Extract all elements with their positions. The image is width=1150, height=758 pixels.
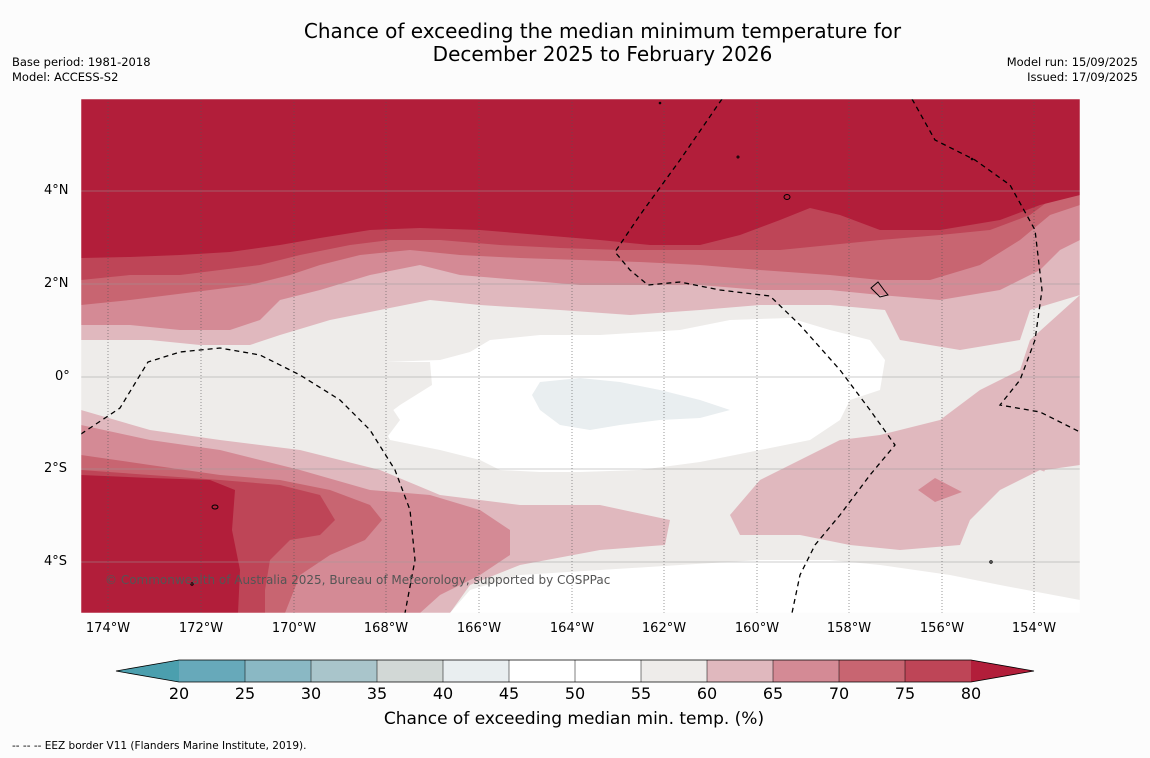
colorbar-65-70	[773, 660, 839, 682]
colorbar-tick-50: 50	[564, 684, 586, 703]
probability-field	[81, 99, 1080, 613]
lon-label-170w: 170°W	[271, 621, 317, 636]
lon-label-160w: 160°W	[734, 621, 780, 636]
lat-label-2s: 2°S	[44, 461, 68, 476]
colorbar-tick-55: 55	[630, 684, 652, 703]
colorbar-label: Chance of exceeding median min. temp. (%…	[383, 709, 765, 729]
lon-label-168w: 168°W	[363, 621, 409, 636]
field-west-55-60	[150, 383, 170, 390]
colorbar-20-25	[179, 660, 245, 682]
colorbar-tick-45: 45	[498, 684, 520, 703]
lon-label-172w: 172°W	[178, 621, 224, 636]
title-line-2: December 2025 to February 2026	[432, 42, 773, 66]
colorbar-low-arrow	[116, 660, 179, 682]
colorbar-tick-30: 30	[300, 684, 322, 703]
colorbar-tick-65: 65	[762, 684, 784, 703]
colorbar-35-40	[377, 660, 443, 682]
colorbar-60-65	[707, 660, 773, 682]
field-east-55-60-patch	[1030, 465, 1080, 613]
eez-legend-note: -- -- -- EEZ border V11 (Flanders Marine…	[12, 740, 307, 752]
colorbar-tick-25: 25	[234, 684, 256, 703]
field-west-55-60-interior	[210, 370, 400, 440]
colorbar	[115, 659, 1035, 683]
title-line-1: Chance of exceeding the median minimum t…	[303, 19, 902, 43]
colorbar-25-30	[245, 660, 311, 682]
field-north-80	[81, 99, 1080, 258]
field-east-60-65	[730, 295, 1080, 550]
colorbar-tick-35: 35	[366, 684, 388, 703]
lon-label-166w: 166°W	[456, 621, 502, 636]
lat-label-2n: 2°N	[44, 276, 69, 291]
colorbar-75-80	[905, 660, 971, 682]
lat-label-4n: 4°N	[44, 183, 69, 198]
colorbar-70-75	[839, 660, 905, 682]
colorbar-30-35	[311, 660, 377, 682]
lon-label-156w: 156°W	[919, 621, 965, 636]
lon-label-158w: 158°W	[826, 621, 872, 636]
colorbar-outline	[115, 659, 1035, 683]
field-east-65-70-spot	[918, 478, 962, 502]
eez-borders	[81, 99, 1080, 613]
issued-date: Issued: 17/09/2025	[1027, 70, 1138, 84]
field-sw-80	[81, 475, 240, 613]
islands	[190, 101, 993, 586]
lon-label-154w: 154°W	[1011, 621, 1057, 636]
meta-left: Base period: 1981-2018 Model: ACCESS-S2	[12, 55, 151, 85]
base-period: Base period: 1981-2018	[12, 55, 151, 69]
lon-label-174w: 174°W	[85, 621, 131, 636]
gridlines	[81, 99, 1080, 613]
lon-label-162w: 162°W	[641, 621, 687, 636]
field-south-45-55	[450, 560, 1080, 613]
copyright-notice: © Commonwealth of Australia 2025, Bureau…	[105, 573, 610, 587]
colorbar-tick-40: 40	[432, 684, 454, 703]
colorbar-40-45	[443, 660, 509, 682]
lat-label-0: 0°	[55, 369, 70, 384]
colorbar-high-arrow	[971, 660, 1034, 682]
colorbar-tick-60: 60	[696, 684, 718, 703]
lat-label-4s: 4°S	[44, 554, 68, 569]
map-frame	[80, 98, 1081, 614]
model-name: Model: ACCESS-S2	[12, 70, 119, 84]
meta-right: Model run: 15/09/2025 Issued: 17/09/2025	[1007, 55, 1138, 85]
model-run: Model run: 15/09/2025	[1006, 55, 1138, 69]
field-central-40-45	[532, 378, 730, 430]
colorbar-tick-70: 70	[828, 684, 850, 703]
colorbar-tick-20: 20	[168, 684, 190, 703]
colorbar-50-55	[575, 660, 641, 682]
colorbar-tick-80: 80	[960, 684, 982, 703]
colorbar-55-60	[641, 660, 707, 682]
chart-title: Chance of exceeding the median minimum t…	[200, 20, 1005, 66]
colorbar-tick-75: 75	[894, 684, 916, 703]
lon-label-164w: 164°W	[549, 621, 595, 636]
colorbar-45-50	[509, 660, 575, 682]
